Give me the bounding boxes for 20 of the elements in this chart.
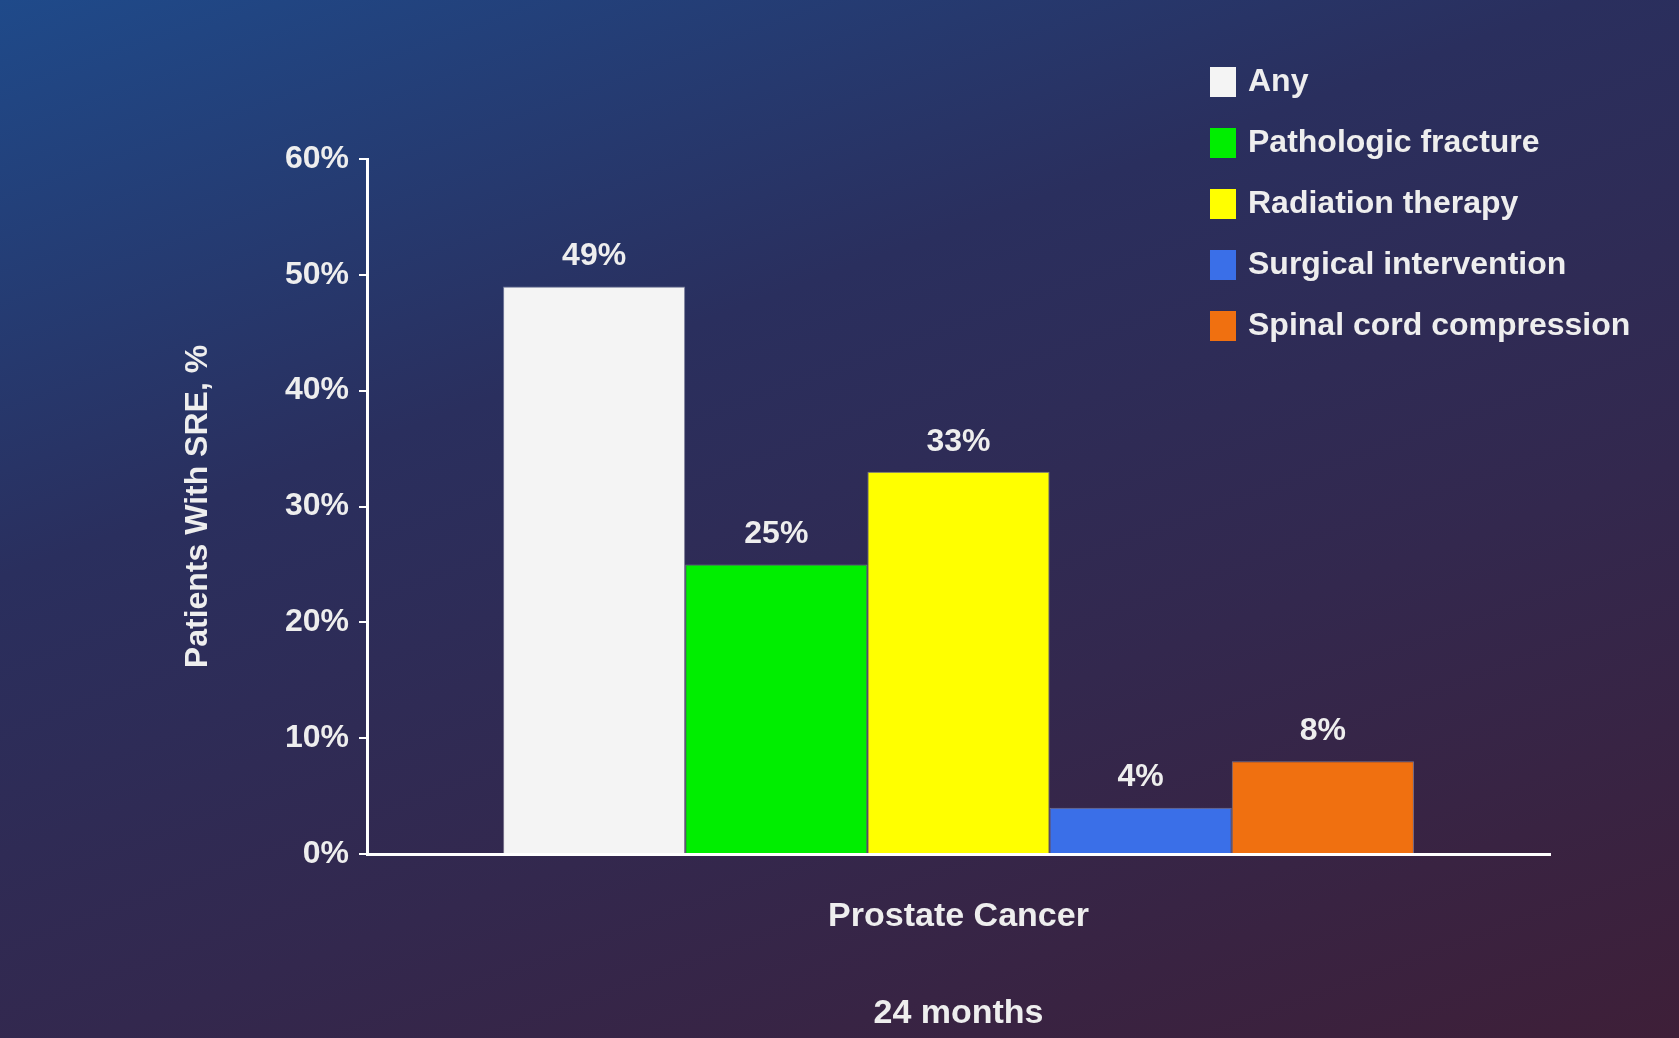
x-tick-label: Prostate Cancer [828, 894, 1089, 933]
y-axis-title: Patients With SRE, % [178, 344, 215, 669]
data-label: 49% [562, 236, 627, 273]
legend-label: Any [1248, 61, 1309, 98]
y-tick-label: 50% [284, 254, 349, 291]
legend-label: Surgical intervention [1248, 244, 1567, 281]
data-label: 25% [744, 514, 809, 551]
data-label: 8% [1299, 711, 1346, 748]
x-axis-title: 24 months [873, 991, 1044, 1030]
legend-label: Spinal cord compression [1248, 305, 1631, 342]
y-tick-label: 30% [284, 486, 349, 523]
y-tick-label: 0% [302, 833, 349, 870]
y-tick-label: 40% [284, 370, 349, 407]
y-tick-label: 20% [284, 602, 349, 639]
legend-label: Pathologic fracture [1248, 122, 1540, 159]
y-tick-label: 60% [284, 138, 349, 175]
y-tick-label: 10% [284, 717, 349, 754]
legend-label: Radiation therapy [1248, 183, 1519, 220]
data-label: 33% [926, 421, 991, 458]
data-label: 4% [1117, 757, 1164, 794]
